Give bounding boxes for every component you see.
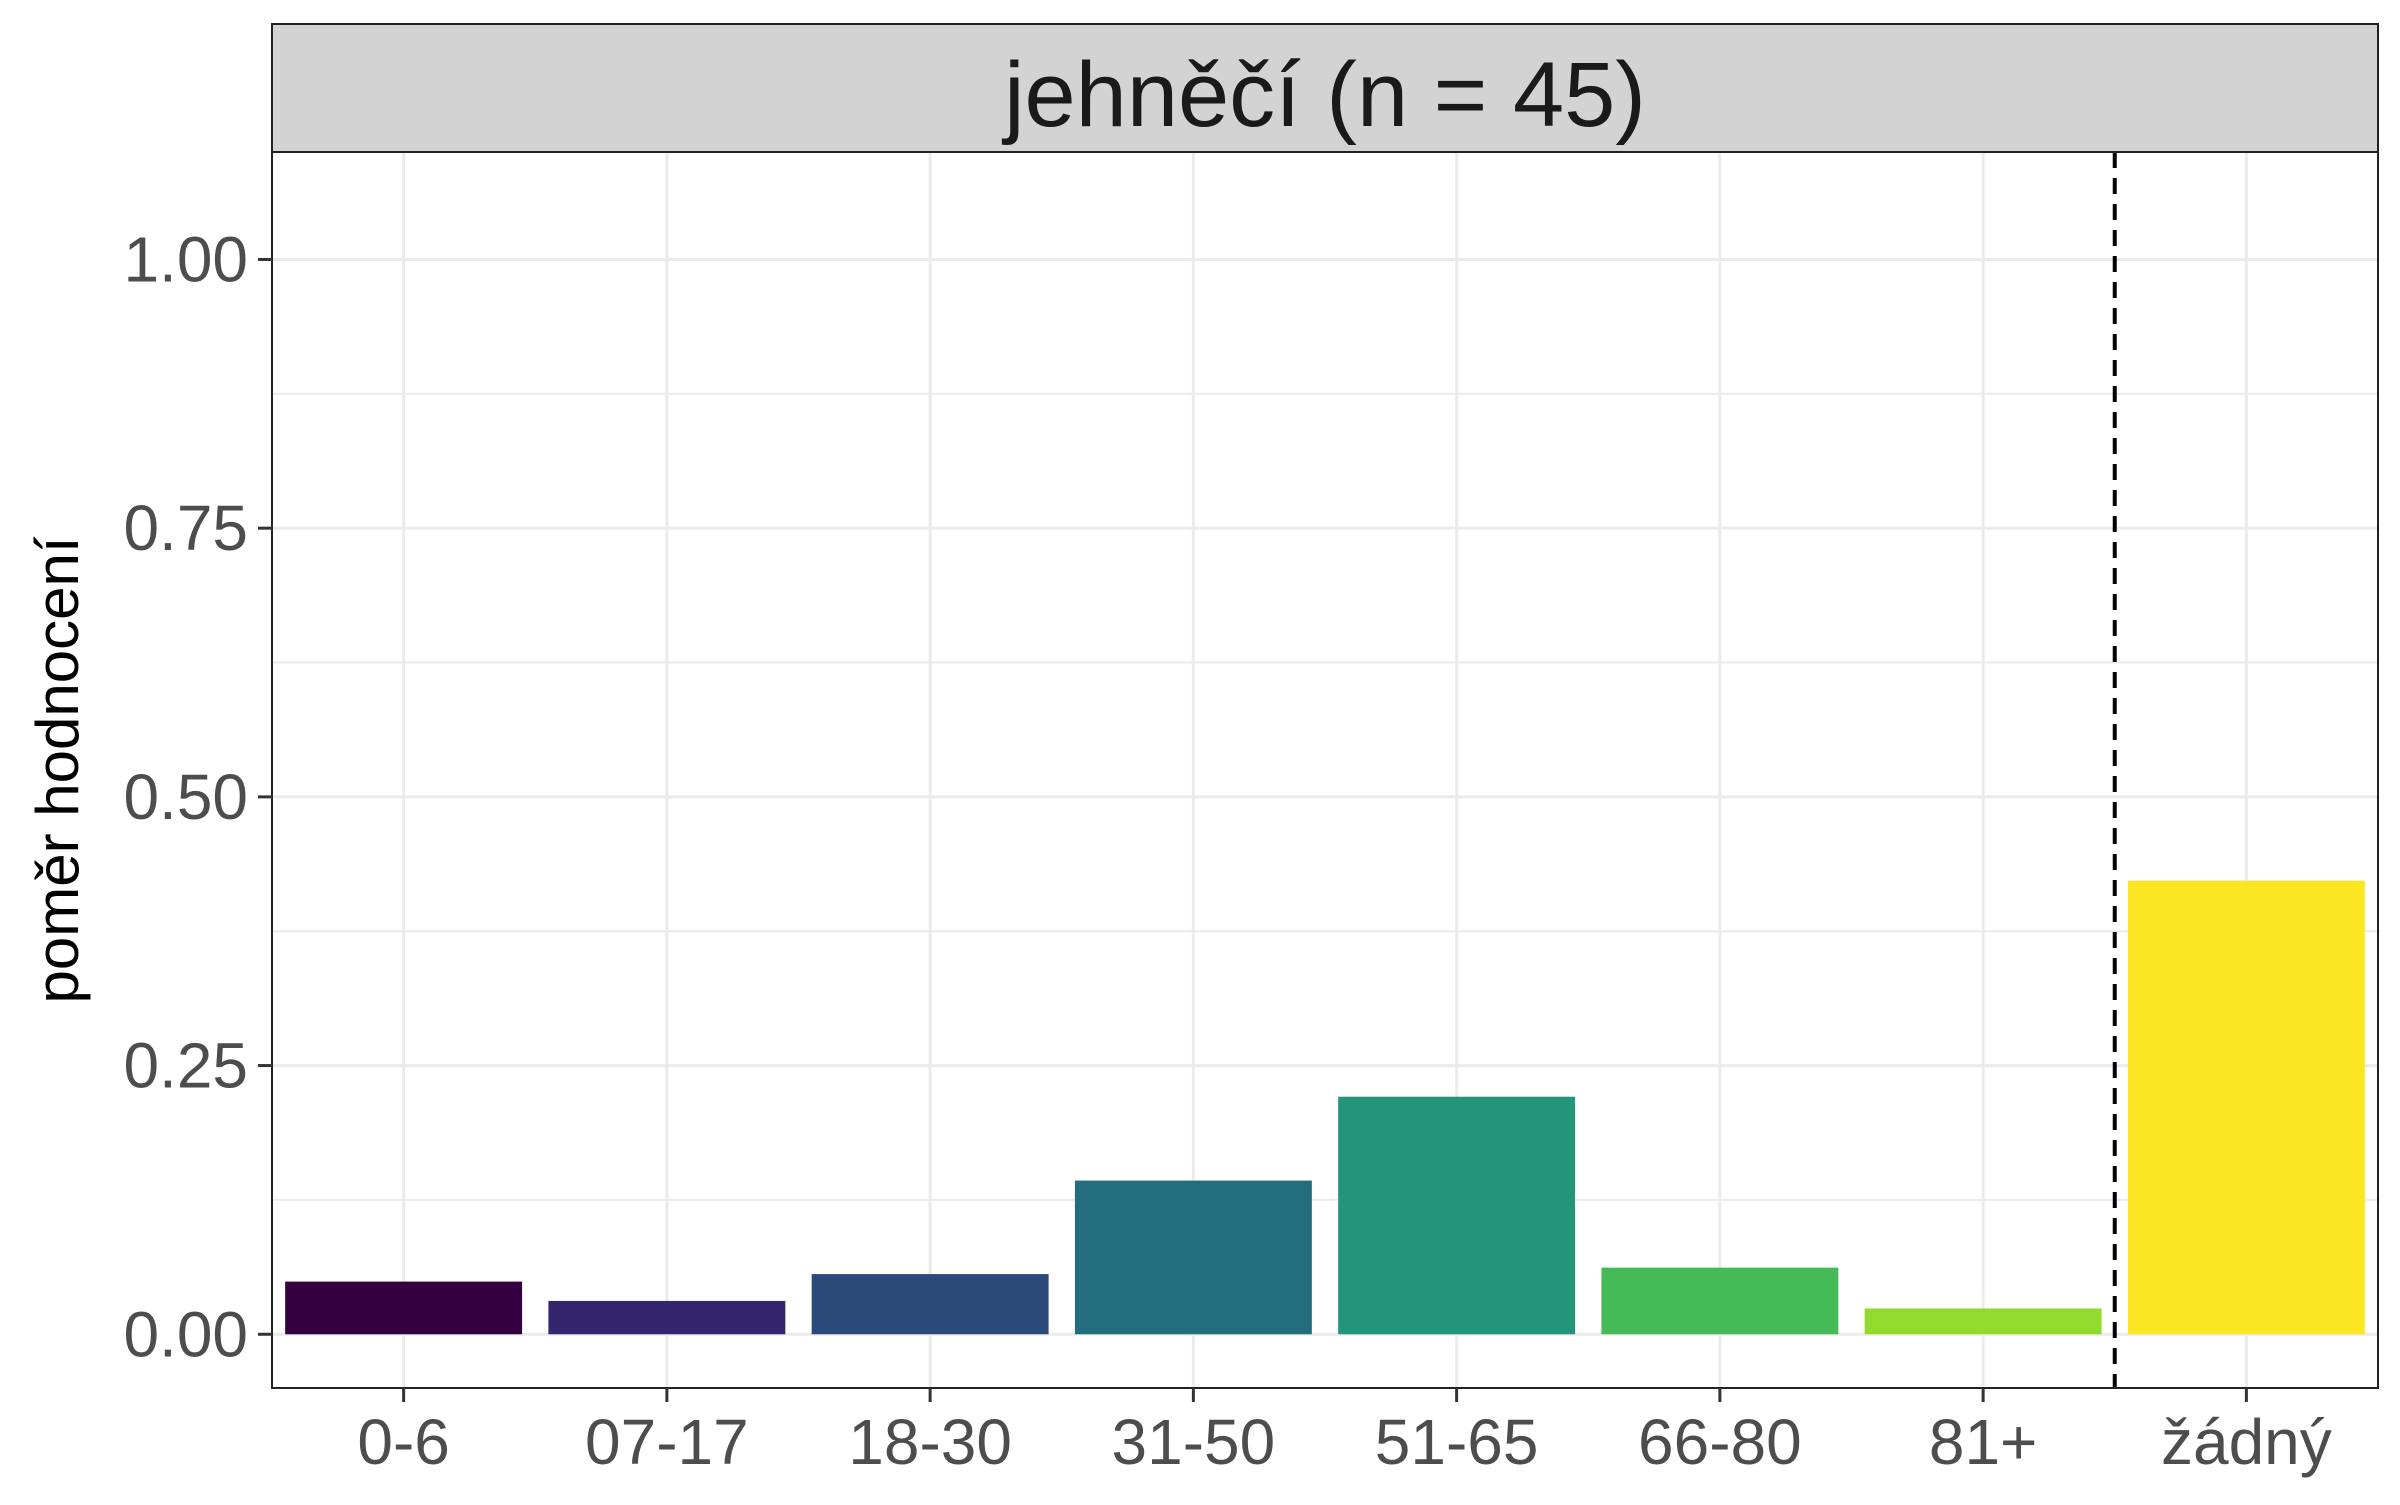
y-tick-label: 0.75: [123, 492, 248, 564]
plot-panel: [272, 152, 2378, 1388]
x-tick-label: žádný: [2161, 1406, 2332, 1478]
bar-81+: [1864, 1308, 2102, 1335]
y-axis-label: poměr hodnocení: [24, 536, 91, 1003]
bar-51-65: [1338, 1096, 1576, 1335]
y-tick-label: 0.00: [123, 1298, 248, 1370]
x-tick-label: 0-6: [357, 1406, 450, 1478]
bar-31-50: [1074, 1180, 1312, 1335]
y-tick-label: 0.25: [123, 1030, 248, 1102]
x-tick-label: 31-50: [1112, 1406, 1276, 1478]
grid-layer: [272, 152, 2378, 1388]
x-tick-label: 07-17: [585, 1406, 749, 1478]
x-tick-label: 51-65: [1375, 1406, 1539, 1478]
bar-žádný: [2127, 880, 2365, 1335]
chart-title: jehněčí (n = 45): [1001, 44, 1646, 146]
x-tick-label: 81+: [1929, 1406, 2038, 1478]
bars-layer: [285, 880, 2365, 1335]
y-tick-label: 1.00: [123, 223, 248, 295]
bar-07-17: [548, 1300, 786, 1335]
bar-66-80: [1601, 1267, 1839, 1335]
facet-strip: [271, 23, 2379, 153]
plot-panel-border: [271, 151, 2379, 1389]
x-tick-label: 18-30: [848, 1406, 1012, 1478]
y-tick-label: 0.50: [123, 761, 248, 833]
axis-layer: 0.00 0.25 0.50 0.75 1.00 0-6 07-17 18-30 31-50 51…: [123, 223, 2331, 1478]
x-tick-label: 66-80: [1638, 1406, 1802, 1478]
bar-18-30: [811, 1274, 1049, 1335]
bar-0-6: [285, 1281, 523, 1335]
